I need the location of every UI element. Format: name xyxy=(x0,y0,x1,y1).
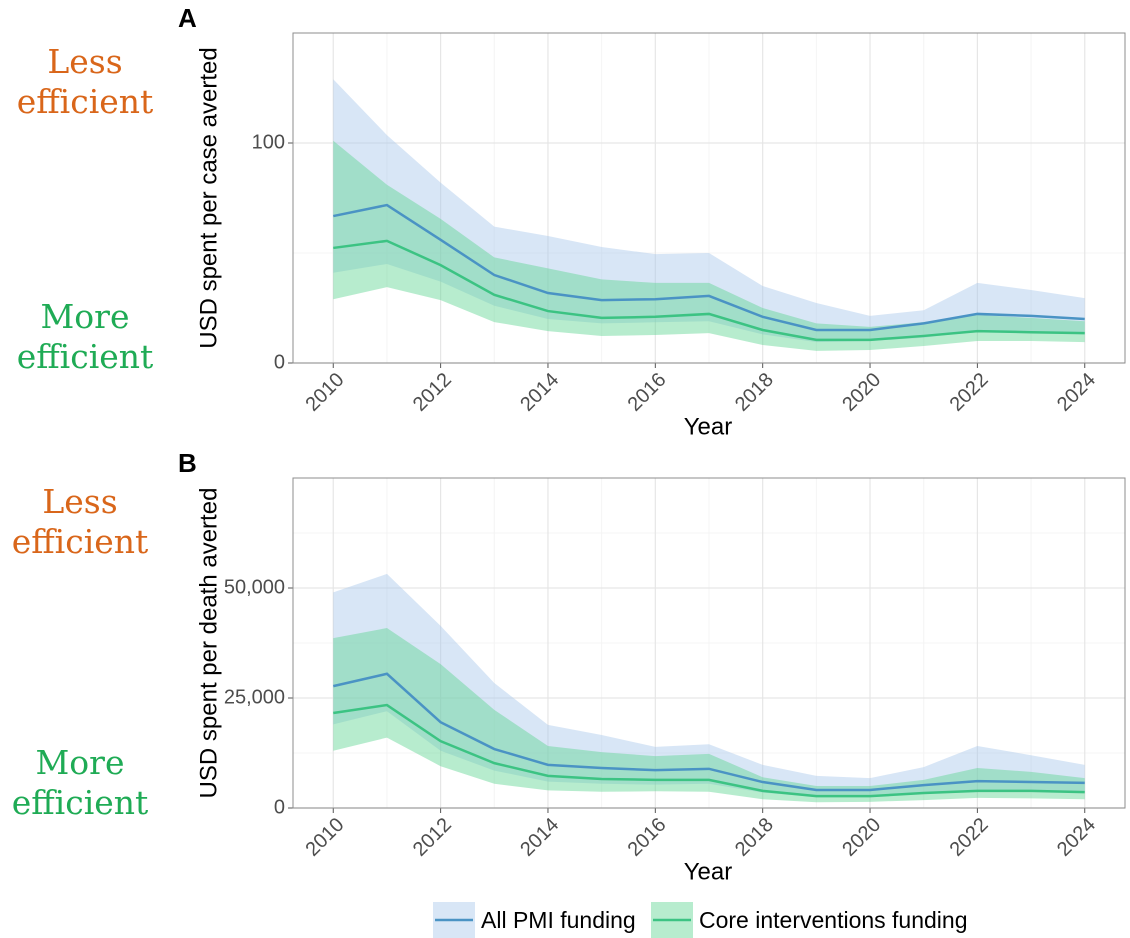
panel-label: B xyxy=(178,448,197,478)
annotation: More efficient xyxy=(11,743,149,822)
x-axis-title: Year xyxy=(684,413,733,440)
confidence-band xyxy=(333,79,1085,343)
x-tick-label: 2010 xyxy=(302,369,349,416)
y-axis-title: USD spent per case averted xyxy=(195,47,222,349)
series-line xyxy=(332,672,1085,792)
x-tick-label: 2014 xyxy=(516,814,563,861)
y-tick-label: 50,000 xyxy=(224,576,285,598)
x-tick-label: 2020 xyxy=(838,369,885,416)
annotation: More efficient xyxy=(16,297,154,376)
x-tick-label: 2014 xyxy=(516,369,563,416)
x-tick-label: 2022 xyxy=(946,814,993,861)
x-tick-label: 2012 xyxy=(409,814,456,861)
x-tick-label: 2022 xyxy=(946,369,993,416)
series-line xyxy=(333,703,1085,798)
annotation: Less efficient xyxy=(11,482,149,561)
plot-border xyxy=(292,32,1126,364)
x-tick-label: 2024 xyxy=(1053,814,1100,861)
x-tick-label: 2018 xyxy=(731,369,778,416)
panel-label: A xyxy=(178,3,197,33)
x-axis-title: Year xyxy=(684,858,733,885)
x-tick-label: 2016 xyxy=(624,814,671,861)
x-tick-label: 2020 xyxy=(838,814,885,861)
y-axis-title: USD spent per death averted xyxy=(195,488,222,799)
y-tick-label: 0 xyxy=(274,796,285,818)
x-tick-label: 2012 xyxy=(409,369,456,416)
legend-label: All PMI funding xyxy=(481,907,636,933)
x-tick-label: 2018 xyxy=(731,814,778,861)
x-tick-label: 2016 xyxy=(624,369,671,416)
series-line xyxy=(333,239,1085,342)
y-tick-label: 100 xyxy=(252,131,285,153)
x-tick-label: 2024 xyxy=(1053,369,1100,416)
series-line xyxy=(333,203,1085,332)
annotation: Less efficient xyxy=(16,42,154,121)
legend-label: Core interventions funding xyxy=(699,907,968,933)
y-tick-label: 25,000 xyxy=(224,686,285,708)
y-tick-label: 0 xyxy=(274,351,285,373)
confidence-band xyxy=(333,140,1085,351)
confidence-band xyxy=(333,573,1085,797)
confidence-band xyxy=(333,628,1085,803)
x-tick-label: 2010 xyxy=(302,814,349,861)
plot-border xyxy=(292,477,1126,809)
